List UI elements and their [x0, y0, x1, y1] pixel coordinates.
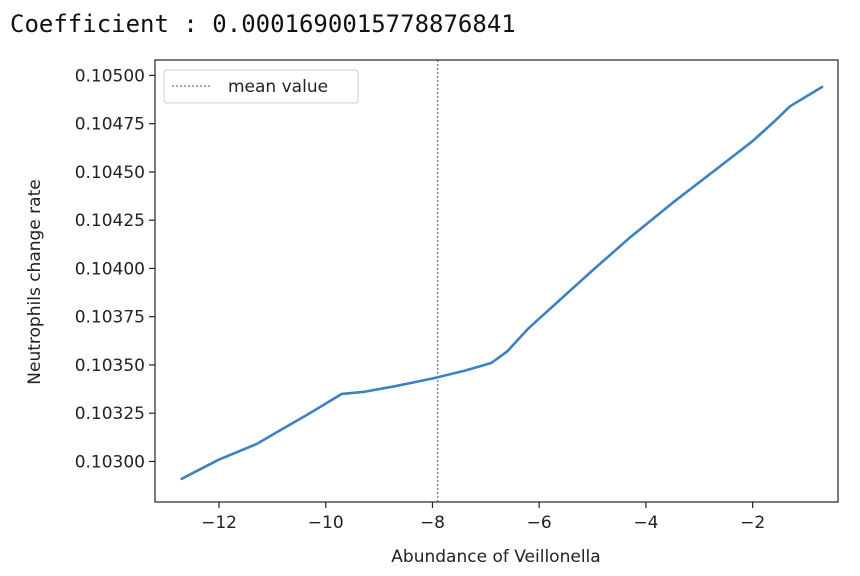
legend-label-mean-value: mean value — [228, 77, 328, 97]
plot-background — [155, 60, 838, 502]
y-tick-label: 0.10500 — [75, 66, 145, 86]
y-tick-label: 0.10450 — [75, 163, 145, 183]
y-tick-label: 0.10300 — [75, 452, 145, 472]
y-tick-label: 0.10425 — [75, 211, 145, 231]
y-tick-label: 0.10375 — [75, 308, 145, 328]
x-axis-label: Abundance of Veillonella — [391, 547, 600, 567]
y-tick-label: 0.10400 — [75, 259, 145, 279]
series-group — [180, 85, 824, 481]
legend-box — [163, 69, 359, 104]
x-tick-label: −6 — [527, 513, 552, 533]
series-line — [180, 85, 824, 481]
plot-frame — [154, 59, 839, 503]
y-axis-ticks: 0.10300 0.10325 0.10350 0.10375 0.10400 0.104… — [75, 66, 155, 472]
legend: mean value — [163, 69, 359, 104]
x-tick-label: −8 — [420, 513, 445, 533]
y-tick-label: 0.10475 — [75, 115, 145, 135]
x-axis-ticks: −12 −10 −8 −6 −4 −2 — [201, 502, 765, 533]
y-axis-label: Neutrophils change rate — [25, 179, 45, 384]
y-tick-label: 0.10350 — [75, 356, 145, 376]
x-tick-label: −4 — [633, 513, 658, 533]
x-tick-label: −10 — [308, 513, 344, 533]
x-tick-label: −2 — [740, 513, 765, 533]
x-tick-label: −12 — [201, 513, 237, 533]
y-tick-label: 0.10325 — [75, 404, 145, 424]
coefficient-output: Coefficient : 0.0001690015778876841 — [10, 10, 516, 38]
